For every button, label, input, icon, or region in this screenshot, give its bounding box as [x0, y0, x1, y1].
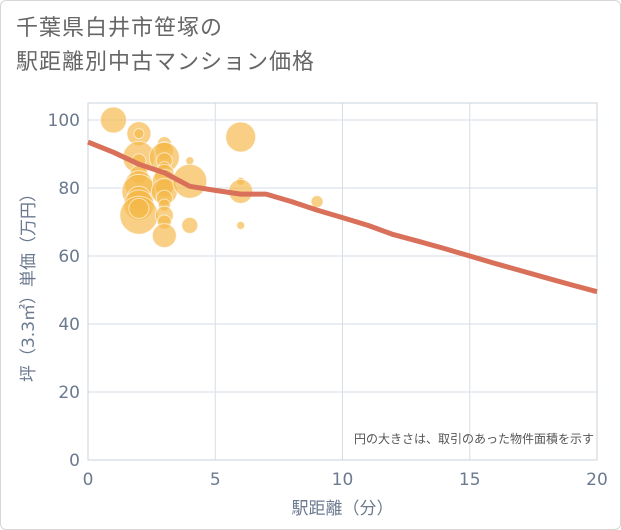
bubble-point	[99, 106, 127, 134]
bubble-point	[151, 223, 177, 249]
bubble-series	[99, 106, 324, 249]
bubble-point	[236, 220, 246, 230]
x-tick-labels: 0 5 10 15 20	[83, 470, 608, 490]
y-tick-label: 60	[58, 247, 80, 267]
y-tick-label: 0	[69, 451, 80, 471]
bubble-point	[310, 195, 324, 209]
x-tick-label: 15	[459, 470, 481, 490]
y-tick-label: 20	[58, 383, 80, 403]
x-tick-label: 5	[210, 470, 221, 490]
chart-title: 千葉県白井市笹塚の 駅距離別中古マンション価格	[16, 12, 315, 80]
y-tick-labels: 0 20 40 60 80 100	[48, 111, 80, 471]
bubble-point	[133, 128, 145, 140]
chart-title-line1: 千葉県白井市笹塚の	[16, 16, 224, 41]
y-tick-label: 100	[48, 111, 80, 131]
y-tick-label: 80	[58, 179, 80, 199]
x-axis-title: 駅距離（分）	[292, 499, 394, 519]
x-tick-label: 20	[586, 470, 608, 490]
y-axis-title: 坪（3.3㎡）単価（万円）	[19, 185, 39, 382]
bubble-point	[185, 156, 195, 166]
bubble-point	[181, 216, 199, 234]
trend-line	[87, 139, 598, 295]
x-tick-label: 10	[332, 470, 354, 490]
bubble-size-note: 円の大きさは、取引のあった物件面積を示す	[354, 431, 594, 446]
y-tick-label: 40	[58, 315, 80, 335]
plot-area	[87, 102, 598, 461]
bubble-point	[225, 121, 257, 153]
chart-title-line2: 駅距離別中古マンション価格	[16, 50, 316, 75]
bubble-point	[128, 197, 150, 219]
x-tick-label: 0	[83, 470, 94, 490]
